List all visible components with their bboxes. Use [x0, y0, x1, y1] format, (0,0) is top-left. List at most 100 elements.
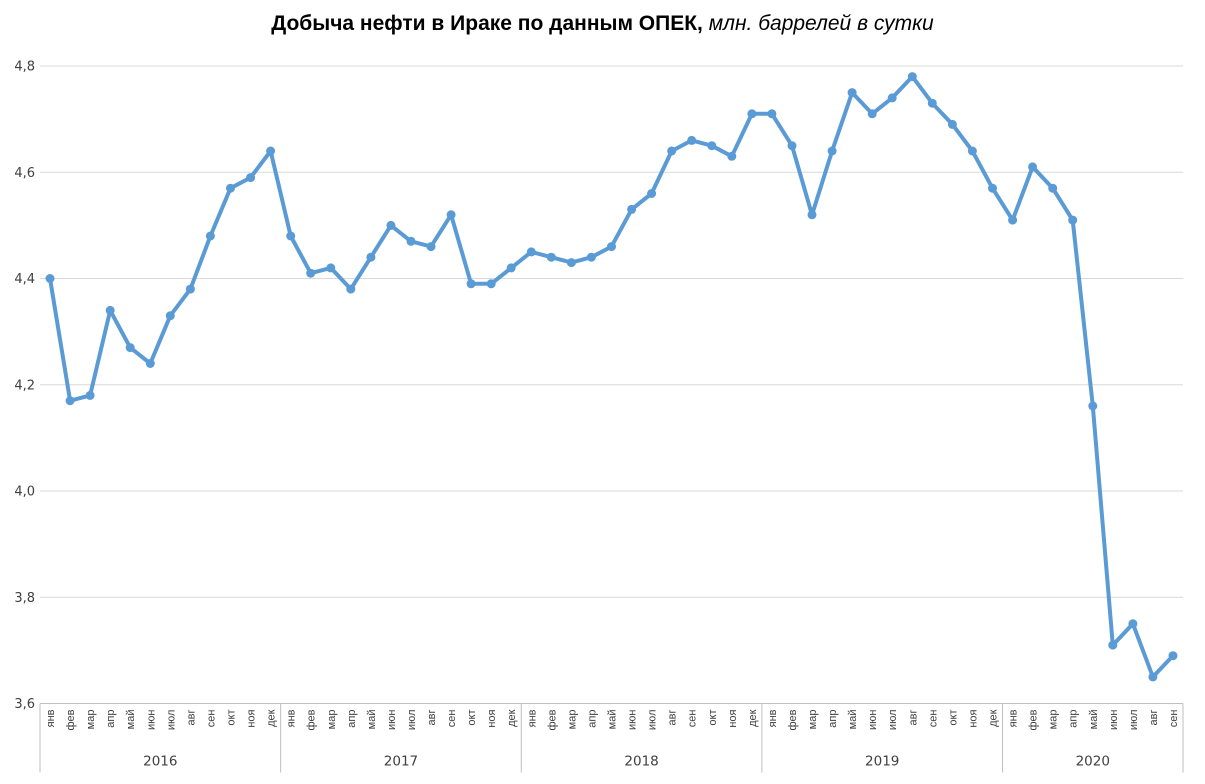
month-tick-label: апр: [1068, 710, 1080, 728]
chart-title: Добыча нефти в Ираке по данным ОПЕК, млн…: [0, 12, 1205, 36]
month-tick-label: июн: [1108, 710, 1120, 730]
data-point: [45, 274, 55, 283]
month-tick-label: апр: [827, 710, 839, 728]
month-tick-label: ноя: [727, 709, 739, 727]
data-point: [667, 146, 677, 156]
data-point: [907, 72, 917, 82]
data-point: [627, 204, 637, 214]
data-point: [927, 98, 937, 108]
month-tick-label: мар: [566, 710, 578, 730]
month-tick-label: янв: [286, 709, 298, 727]
data-point: [526, 247, 536, 257]
y-tick-label: 4,0: [14, 485, 35, 500]
month-tick-label: июн: [145, 710, 157, 730]
month-tick-label: янв: [45, 709, 57, 727]
year-label: 2018: [624, 754, 658, 770]
month-tick-label: окт: [226, 710, 238, 726]
data-line: [48, 74, 1175, 679]
month-tick-label: ноя: [967, 709, 979, 727]
data-point: [466, 279, 476, 289]
month-tick-label: май: [125, 710, 137, 730]
month-tick-label: май: [607, 710, 619, 730]
data-point: [1128, 619, 1138, 629]
year-label: 2019: [865, 754, 899, 770]
y-tick-label: 3,6: [14, 697, 35, 712]
data-point: [406, 236, 416, 246]
month-tick-label: авг: [1148, 710, 1160, 726]
data-point: [105, 305, 115, 315]
data-point: [446, 210, 456, 220]
year-label: 2016: [143, 754, 177, 770]
month-tick-label: июл: [406, 710, 418, 731]
month-tick-label: дек: [266, 709, 278, 727]
data-point: [787, 141, 797, 151]
month-tick-label: дек: [988, 709, 1000, 727]
month-tick-label: июл: [647, 710, 659, 731]
month-tick-label: авг: [667, 710, 679, 726]
month-tick-label: янв: [767, 709, 779, 727]
data-point: [286, 231, 296, 241]
month-tick-label: авг: [907, 710, 919, 726]
data-point: [1068, 215, 1078, 225]
month-tick-label: авг: [185, 710, 197, 726]
month-tick-label: июн: [386, 710, 398, 730]
month-tick-label: сен: [446, 710, 458, 728]
month-tick-label: дек: [506, 709, 518, 727]
data-point: [807, 210, 817, 220]
data-point: [947, 119, 957, 129]
data-point: [827, 146, 837, 156]
data-point: [727, 151, 737, 161]
data-point: [506, 263, 516, 273]
data-point: [1148, 672, 1158, 682]
data-point: [125, 343, 135, 353]
data-point: [486, 279, 496, 289]
month-tick-label: июн: [867, 710, 879, 730]
data-point: [546, 252, 556, 262]
year-label: 2020: [1076, 754, 1110, 770]
month-tick-label: окт: [466, 710, 478, 726]
month-tick-label: янв: [526, 709, 538, 727]
data-point: [205, 231, 215, 241]
data-point: [647, 189, 657, 198]
month-tick-label: май: [847, 710, 859, 730]
data-point: [326, 263, 336, 273]
y-tick-label: 4,8: [14, 60, 35, 75]
month-tick-label: авг: [426, 710, 438, 726]
data-point: [967, 146, 977, 156]
year-label: 2017: [384, 754, 418, 770]
month-tick-label: май: [1088, 710, 1100, 730]
data-point: [1008, 215, 1018, 225]
month-tick-label: мар: [85, 710, 97, 730]
month-tick-label: мар: [326, 710, 338, 730]
data-point: [1028, 162, 1038, 172]
data-point: [847, 88, 857, 98]
data-point: [747, 109, 757, 119]
month-tick-label: сен: [205, 710, 217, 728]
data-point: [226, 183, 235, 193]
data-point: [426, 242, 436, 252]
y-tick-label: 4,4: [14, 272, 35, 287]
data-point: [1108, 640, 1118, 650]
data-point: [346, 284, 356, 294]
data-point: [85, 390, 95, 400]
month-tick-label: фев: [65, 709, 77, 730]
data-point: [586, 252, 596, 262]
data-point: [386, 220, 396, 230]
month-tick-label: ноя: [486, 709, 498, 727]
month-tick-label: дек: [747, 709, 759, 727]
data-point: [1168, 651, 1178, 661]
data-point: [687, 135, 697, 145]
month-tick-label: июн: [627, 710, 639, 730]
month-tick-label: мар: [807, 710, 819, 730]
data-point: [988, 183, 997, 193]
data-point: [767, 109, 777, 119]
month-tick-label: фев: [1028, 709, 1040, 730]
month-tick-label: сен: [927, 710, 939, 728]
month-tick-label: апр: [105, 710, 117, 728]
chart-title-main: Добыча нефти в Ираке по данным ОПЕК,: [271, 12, 703, 35]
data-point: [65, 396, 75, 406]
month-tick-label: ноя: [246, 709, 258, 727]
month-tick-label: июл: [165, 710, 177, 731]
month-tick-label: фев: [787, 709, 799, 730]
